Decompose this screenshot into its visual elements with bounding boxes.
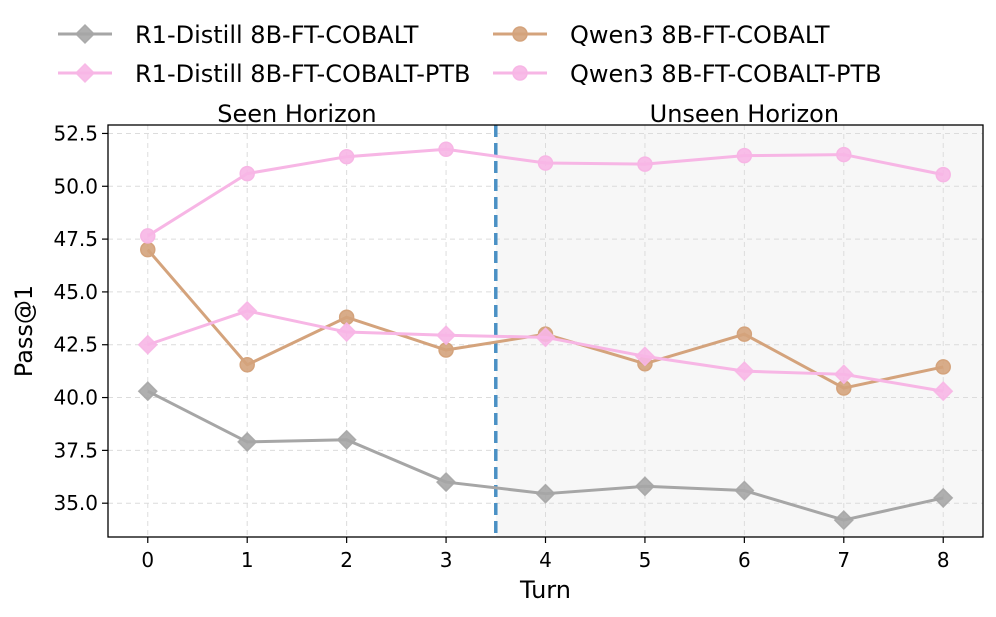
series-2 <box>137 300 954 402</box>
data-point <box>933 381 954 402</box>
data-point <box>336 429 357 450</box>
data-point <box>634 476 655 497</box>
x-tick-label: 8 <box>937 548 950 572</box>
data-point <box>436 325 457 346</box>
diamond-marker-icon <box>74 62 96 84</box>
x-axis-label: Turn <box>519 576 571 604</box>
data-point <box>338 148 355 165</box>
legend-label: R1-Distill 8B-FT-COBALT <box>135 21 419 49</box>
data-point <box>734 361 755 382</box>
y-tick-label: 47.5 <box>53 227 98 251</box>
data-point <box>140 228 156 244</box>
legend-label: R1-Distill 8B-FT-COBALT-PTB <box>135 60 471 88</box>
data-point <box>736 147 753 164</box>
data-point <box>836 146 852 163</box>
y-tick-label: 42.5 <box>53 333 98 357</box>
y-tick-label: 40.0 <box>53 386 98 410</box>
y-tick-label: 35.0 <box>53 491 98 515</box>
data-point <box>935 166 951 183</box>
y-axis-ticks: 35.0 37.5 40.0 42.5 45.0 47.5 50.0 52.5 <box>53 121 108 515</box>
data-point <box>237 431 258 452</box>
data-point <box>736 326 753 342</box>
data-point <box>438 141 454 158</box>
x-axis-ticks: 0 1 2 3 4 5 6 7 8 <box>141 537 950 572</box>
series-layer <box>137 141 954 531</box>
x-tick-label: 6 <box>738 548 751 572</box>
data-point <box>336 321 357 343</box>
data-point <box>137 381 158 402</box>
data-point <box>137 334 158 355</box>
y-tick-label: 50.0 <box>53 174 98 198</box>
unseen-horizon-label: Unseen Horizon <box>650 100 839 128</box>
x-tick-label: 5 <box>639 548 652 572</box>
data-point <box>436 472 457 493</box>
legend: R1-Distill 8B-FT-COBALT Qwen3 8B-FT-COBAL… <box>58 21 882 88</box>
y-axis-label: Pass@1 <box>10 285 38 377</box>
data-point <box>535 483 556 504</box>
data-point <box>537 155 554 171</box>
legend-entry: Qwen3 8B-FT-COBALT-PTB <box>493 60 882 88</box>
x-tick-label: 0 <box>141 548 154 572</box>
y-tick-label: 45.0 <box>53 280 98 304</box>
legend-entry: R1-Distill 8B-FT-COBALT <box>58 21 419 49</box>
data-point <box>239 165 255 182</box>
data-point <box>237 300 258 321</box>
y-tick-label: 52.5 <box>53 121 98 145</box>
data-point <box>239 357 255 373</box>
legend-label: Qwen3 8B-FT-COBALT <box>570 21 830 49</box>
x-tick-label: 7 <box>837 548 850 572</box>
series-0 <box>137 381 954 531</box>
data-point <box>637 156 653 172</box>
x-tick-label: 1 <box>241 548 254 572</box>
data-point <box>935 359 951 375</box>
x-tick-label: 2 <box>340 548 353 572</box>
data-point <box>634 346 655 367</box>
diamond-marker-icon <box>74 23 96 45</box>
grid-lines <box>108 125 983 537</box>
legend-label: Qwen3 8B-FT-COBALT-PTB <box>570 60 882 88</box>
x-tick-label: 4 <box>539 548 552 572</box>
data-point <box>833 364 854 385</box>
data-point <box>734 480 755 501</box>
legend-entry: Qwen3 8B-FT-COBALT <box>493 21 830 49</box>
data-point <box>535 327 556 348</box>
data-point <box>140 241 156 258</box>
legend-entry: R1-Distill 8B-FT-COBALT-PTB <box>58 60 471 88</box>
data-point <box>933 487 954 508</box>
circle-marker-icon <box>512 26 528 42</box>
seen-horizon-label: Seen Horizon <box>217 100 376 128</box>
x-tick-label: 3 <box>440 548 453 572</box>
y-tick-label: 37.5 <box>53 438 98 462</box>
circle-marker-icon <box>512 65 528 81</box>
data-point <box>833 510 854 531</box>
series-3 <box>140 141 951 244</box>
